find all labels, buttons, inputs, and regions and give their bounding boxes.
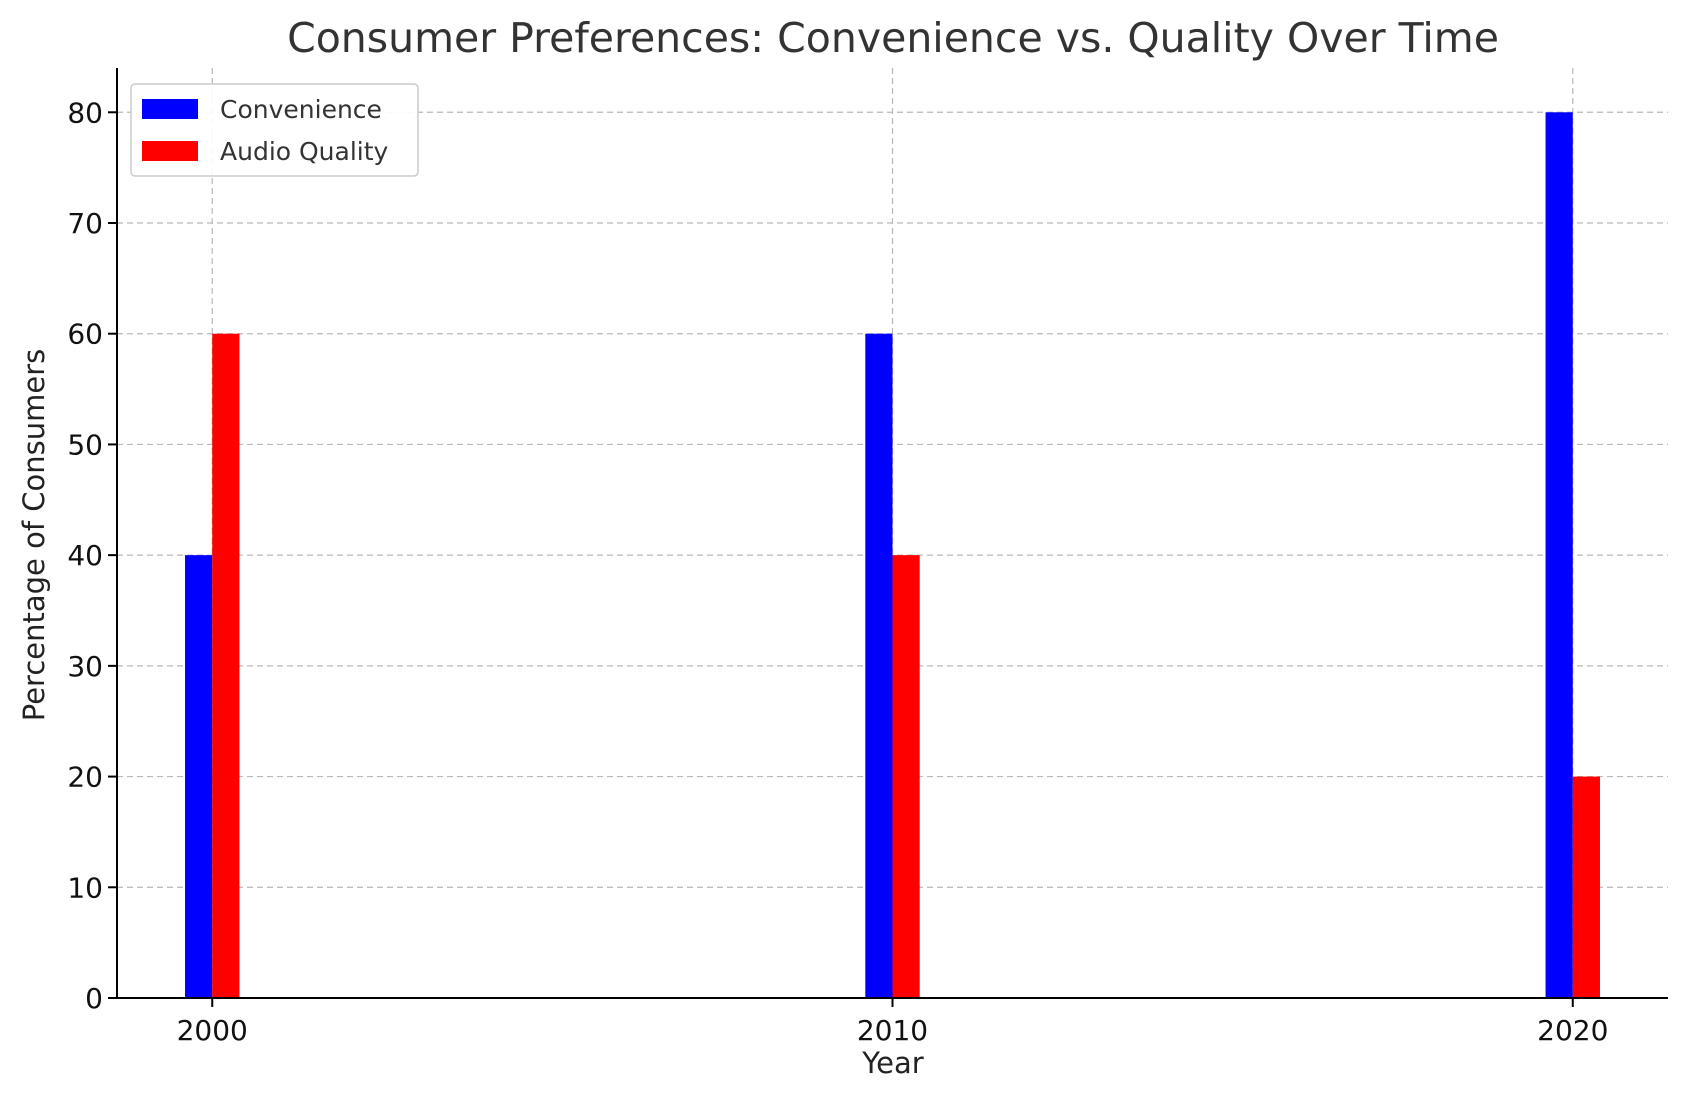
y-axis-label: Percentage of Consumers [17, 349, 51, 722]
bars [185, 112, 1600, 999]
bar-audio-quality-2020 [1572, 776, 1600, 998]
y-tick-label: 50 [67, 428, 103, 461]
bar-audio-quality-2010 [892, 555, 920, 998]
y-tick-label: 30 [67, 650, 103, 683]
legend-label-audio-quality: Audio Quality [220, 137, 389, 166]
chart-title: Consumer Preferences: Convenience vs. Qu… [287, 14, 1499, 62]
axes [108, 68, 1668, 1007]
bar-convenience-2000 [185, 555, 213, 998]
legend: Convenience Audio Quality [130, 83, 419, 177]
bar-audio-quality-2000 [212, 333, 240, 998]
y-tick-label: 20 [67, 761, 103, 794]
bar-convenience-2010 [865, 333, 893, 998]
y-tick-label: 70 [67, 207, 103, 240]
y-tick-label: 40 [67, 539, 103, 572]
x-tick-label: 2010 [857, 1014, 928, 1047]
tick-labels: 0 10 20 30 40 50 60 70 80 2000 2010 2020 [67, 96, 1608, 1047]
x-tick-label: 2020 [1537, 1014, 1608, 1047]
x-tick-label: 2000 [177, 1014, 248, 1047]
x-axis-label: Year [861, 1046, 923, 1080]
y-tick-label: 80 [67, 96, 103, 129]
bar-convenience-2020 [1545, 112, 1573, 999]
legend-swatch-audio-quality [142, 141, 198, 161]
y-tick-label: 10 [67, 871, 103, 904]
legend-swatch-convenience [142, 99, 198, 119]
legend-box [130, 83, 419, 177]
y-tick-label: 0 [85, 982, 103, 1015]
y-tick-label: 60 [67, 318, 103, 351]
legend-label-convenience: Convenience [220, 95, 382, 124]
